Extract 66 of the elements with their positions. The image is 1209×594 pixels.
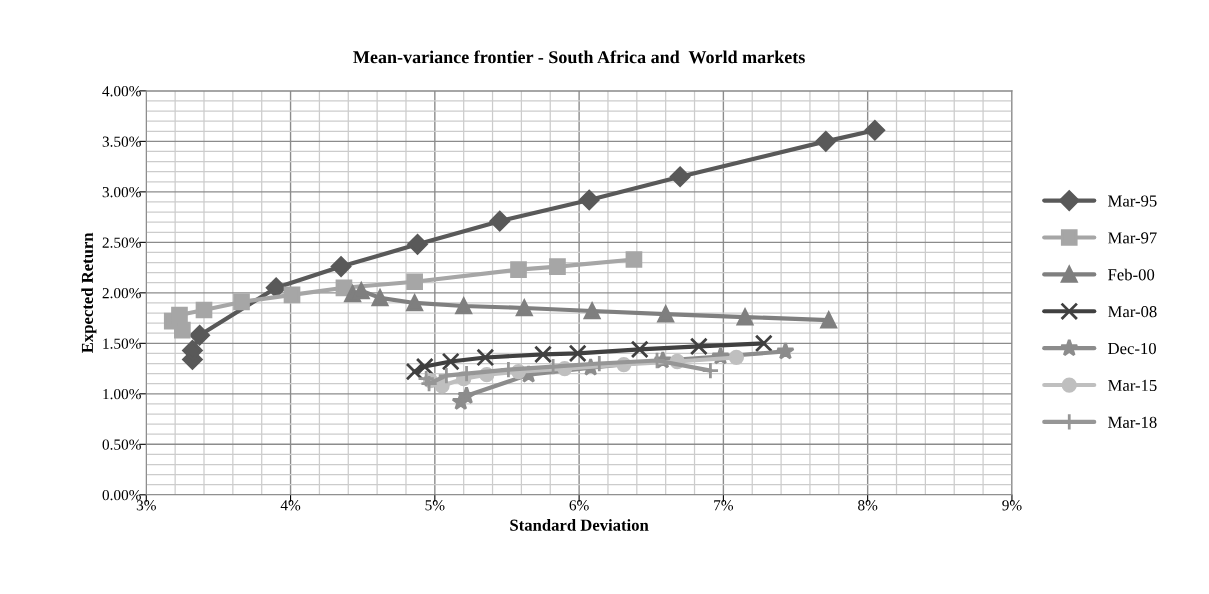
point — [330, 256, 352, 277]
point — [171, 306, 188, 324]
point — [578, 189, 600, 211]
point — [657, 305, 675, 323]
point — [455, 297, 473, 315]
y-axis-title: Expected Return — [81, 232, 97, 353]
point — [776, 341, 795, 360]
x-tick-label: 7% — [714, 500, 734, 511]
x-tick-label: 5% — [425, 500, 445, 511]
point — [701, 361, 720, 380]
point — [815, 131, 837, 152]
point — [583, 302, 601, 320]
y-tick-label: 0.00% — [102, 489, 141, 501]
point — [568, 344, 587, 363]
y-tick-label: 2.00% — [102, 287, 141, 299]
point — [728, 349, 745, 366]
point — [864, 120, 886, 141]
point — [233, 293, 250, 311]
y-tick-label: 2.50% — [102, 237, 141, 248]
x-tick-label: 9% — [1002, 500, 1022, 511]
y-tick-label: 4.00% — [102, 86, 141, 97]
x-tick-label: 4% — [280, 500, 301, 511]
legend-label: Mar-15 — [1108, 379, 1157, 392]
chart-title: Mean-variance frontier - South Africa and World markets — [353, 50, 805, 64]
point — [441, 352, 460, 371]
legend-label: Mar-18 — [1108, 416, 1157, 428]
y-tick-label: 3.00% — [102, 187, 141, 198]
point — [515, 299, 533, 317]
point — [820, 311, 838, 329]
point — [689, 337, 708, 356]
point — [489, 210, 510, 232]
point — [406, 294, 423, 312]
point — [406, 273, 423, 291]
y-tick-label: 0.50% — [102, 439, 141, 450]
point — [195, 301, 213, 319]
point — [630, 340, 649, 359]
point — [405, 362, 424, 381]
y-tick-label: 1.50% — [103, 338, 141, 349]
x-tick-label: 8% — [858, 500, 878, 511]
point — [457, 386, 476, 404]
point — [625, 251, 643, 268]
point — [417, 369, 436, 388]
point — [407, 234, 428, 255]
point — [420, 374, 439, 393]
point — [415, 357, 434, 376]
legend-label: Mar-08 — [1108, 306, 1157, 318]
point — [371, 289, 389, 307]
point — [476, 348, 495, 367]
legend-label: Feb-00 — [1108, 268, 1155, 281]
x-tick-label: 6% — [569, 500, 589, 511]
legend-label: Mar-95 — [1108, 195, 1157, 207]
point — [754, 334, 773, 353]
x-tick-label: 3% — [136, 500, 156, 511]
point — [736, 308, 754, 326]
point — [669, 166, 691, 187]
legend-label: Mar-97 — [1108, 232, 1157, 244]
x-axis-title: Standard Deviation — [510, 519, 649, 531]
point — [189, 325, 210, 346]
point — [549, 258, 566, 275]
point — [510, 261, 527, 278]
y-tick-label: 1.00% — [103, 388, 141, 400]
point — [335, 279, 353, 297]
point — [534, 345, 553, 364]
y-tick-label: 3.50% — [102, 136, 141, 147]
legend-label: Dec-10 — [1108, 342, 1156, 355]
point — [283, 286, 301, 304]
